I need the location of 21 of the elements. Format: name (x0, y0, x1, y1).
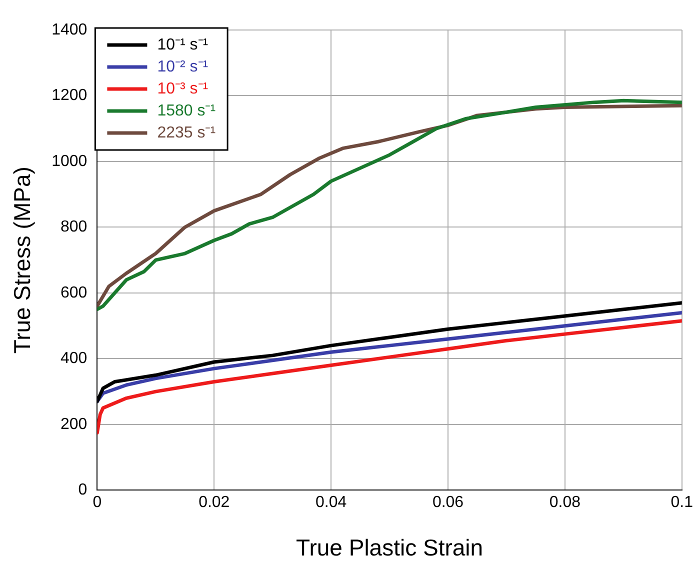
legend-label: 10⁻² s⁻¹ (157, 58, 208, 76)
x-tick-label: 0.02 (198, 494, 230, 512)
x-tick-label: 0 (92, 494, 102, 512)
legend-label: 10⁻³ s⁻¹ (157, 80, 208, 98)
x-tick-label: 0.04 (315, 494, 347, 512)
legend-label: 2235 s⁻¹ (157, 124, 216, 142)
y-tick-label: 200 (60, 416, 88, 433)
y-tick-label: 1400 (52, 21, 88, 38)
y-tick-label: 800 (60, 218, 88, 236)
x-tick-label: 0.08 (549, 494, 581, 512)
y-axis-title: True Stress (MPa) (9, 166, 36, 354)
y-tick-label: 0 (78, 482, 88, 499)
y-tick-label: 400 (60, 350, 88, 368)
x-tick-label: 0.06 (432, 494, 464, 512)
y-tick-label: 1000 (52, 152, 88, 170)
x-tick-label: 0.1 (670, 494, 694, 512)
legend-label: 1580 s⁻¹ (157, 102, 216, 120)
legend-label: 10⁻¹ s⁻¹ (157, 36, 208, 54)
x-axis-title: True Plastic Strain (296, 534, 484, 561)
y-tick-label: 1200 (52, 87, 88, 104)
y-tick-label: 600 (60, 284, 88, 302)
